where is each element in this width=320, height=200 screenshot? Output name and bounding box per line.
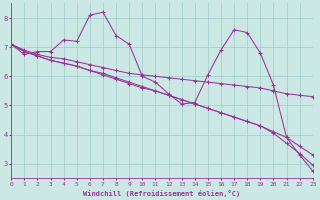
X-axis label: Windchill (Refroidissement éolien,°C): Windchill (Refroidissement éolien,°C) bbox=[84, 190, 241, 197]
